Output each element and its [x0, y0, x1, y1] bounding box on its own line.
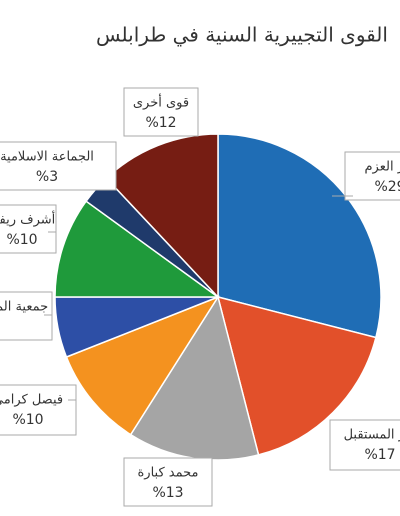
pie-slice	[54, 200, 221, 298]
category-label: تيار المستقبل	[344, 428, 400, 443]
chart-title: القوى التجييرية السنية في طرابلس	[96, 23, 388, 48]
callout-box	[0, 204, 57, 254]
value-label: %3	[36, 169, 58, 185]
callout-box	[0, 384, 77, 436]
category-label: قوى أخرى	[133, 94, 189, 111]
category-label: جمعية المشاريع	[0, 300, 48, 315]
callout-box	[344, 151, 400, 201]
category-label: فيصل كرامي	[0, 393, 63, 408]
category-label: محمد كبارة	[138, 466, 199, 481]
callout-box	[0, 141, 117, 191]
callout-box	[0, 291, 53, 341]
value-label: %10	[12, 412, 43, 428]
value-label: %12	[145, 115, 176, 131]
category-label: تيار العزم	[365, 160, 400, 175]
pie-slice	[65, 295, 220, 436]
pie-slice	[216, 295, 377, 456]
category-label: أشرف ريفي	[0, 211, 55, 228]
value-label: %13	[152, 485, 183, 501]
callout-box	[123, 457, 213, 507]
callout-box	[123, 87, 199, 137]
value-label: %17	[364, 447, 395, 463]
category-label: الجماعة الاسلامية	[0, 150, 94, 165]
value-label: %10	[6, 232, 37, 248]
callout-box	[329, 419, 400, 471]
value-label: %29	[374, 179, 400, 195]
